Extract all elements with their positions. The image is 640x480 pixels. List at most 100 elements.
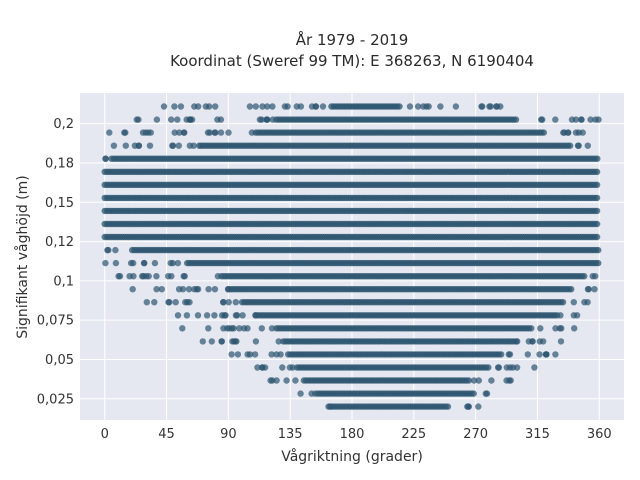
data-point — [540, 129, 547, 136]
data-point — [593, 181, 601, 188]
data-point — [486, 103, 493, 110]
data-point — [425, 103, 432, 110]
data-point — [199, 338, 206, 345]
x-tick-label: 180 — [340, 427, 365, 442]
data-point — [528, 325, 535, 332]
data-point — [175, 142, 182, 149]
data-point — [183, 116, 190, 123]
data-point — [584, 299, 591, 306]
data-point — [506, 364, 514, 371]
x-tick-label: 0 — [101, 427, 109, 442]
data-point — [488, 377, 495, 384]
data-point — [552, 351, 559, 358]
data-point — [293, 103, 300, 110]
data-point — [552, 116, 559, 123]
data-point — [194, 312, 202, 319]
data-point — [224, 325, 231, 332]
data-point — [566, 142, 574, 149]
data-point — [536, 351, 543, 358]
data-point — [142, 129, 149, 136]
data-point — [281, 103, 289, 110]
data-point — [584, 142, 591, 149]
data-point — [539, 116, 546, 123]
data-point — [232, 299, 239, 306]
data-point — [485, 364, 492, 371]
data-point — [153, 273, 160, 280]
data-point — [153, 116, 161, 123]
data-point — [205, 325, 212, 332]
data-point — [593, 207, 601, 215]
data-point — [593, 220, 601, 228]
data-point — [465, 377, 472, 384]
data-point — [246, 103, 254, 110]
data-point — [112, 259, 120, 267]
data-point — [196, 142, 203, 149]
x-tick-label: 225 — [401, 427, 426, 442]
data-point — [122, 142, 129, 149]
data-point — [297, 390, 304, 397]
data-point — [269, 377, 276, 384]
data-point — [203, 312, 211, 319]
data-point — [573, 312, 581, 319]
data-point — [153, 286, 160, 293]
data-point — [208, 338, 215, 345]
data-point — [183, 312, 191, 319]
data-point — [568, 286, 575, 293]
data-point — [406, 103, 414, 110]
y-axis-label: Signifikant våghöjd (m) — [14, 175, 31, 338]
data-point — [279, 364, 286, 371]
data-point — [543, 351, 550, 358]
data-point — [506, 377, 513, 384]
data-point — [102, 155, 109, 162]
data-point — [493, 103, 500, 110]
data-point — [112, 246, 119, 254]
data-point — [595, 246, 602, 254]
data-point — [475, 403, 482, 410]
data-point — [168, 116, 175, 123]
data-point — [133, 116, 140, 123]
data-point — [106, 129, 113, 136]
data-point — [312, 103, 319, 110]
data-point — [557, 338, 565, 345]
data-point — [202, 103, 210, 110]
data-point — [325, 403, 332, 410]
data-point — [252, 312, 259, 319]
data-point — [121, 129, 128, 136]
data-point — [570, 299, 577, 306]
data-point — [221, 312, 228, 319]
data-point — [470, 390, 477, 397]
data-point — [512, 116, 520, 123]
data-point — [141, 259, 148, 267]
data-point — [158, 286, 165, 293]
data-point — [167, 259, 174, 267]
data-point — [151, 259, 159, 267]
data-point — [252, 103, 259, 110]
data-point — [268, 325, 276, 332]
data-point — [169, 142, 176, 149]
y-tick-label: 0,18 — [45, 156, 74, 171]
data-point — [587, 116, 594, 123]
x-tick-label: 270 — [463, 427, 488, 442]
data-point — [165, 273, 172, 280]
data-point — [151, 299, 158, 306]
data-point — [130, 259, 137, 267]
data-point — [181, 273, 188, 280]
x-axis-label: Vågriktning (grader) — [281, 448, 423, 465]
data-point — [176, 129, 183, 136]
data-point — [268, 351, 275, 358]
data-point — [140, 273, 147, 280]
data-point — [179, 325, 186, 332]
data-point — [160, 103, 168, 110]
data-point — [396, 103, 403, 110]
data-point — [115, 273, 122, 280]
data-point — [414, 103, 422, 110]
y-tick-label: 0,12 — [45, 235, 74, 250]
data-point — [275, 338, 282, 345]
data-point — [236, 325, 243, 332]
data-point — [475, 377, 482, 384]
data-point — [211, 312, 218, 319]
data-point — [571, 325, 578, 332]
data-point — [524, 351, 531, 358]
data-point — [531, 364, 538, 371]
data-point — [540, 338, 547, 345]
